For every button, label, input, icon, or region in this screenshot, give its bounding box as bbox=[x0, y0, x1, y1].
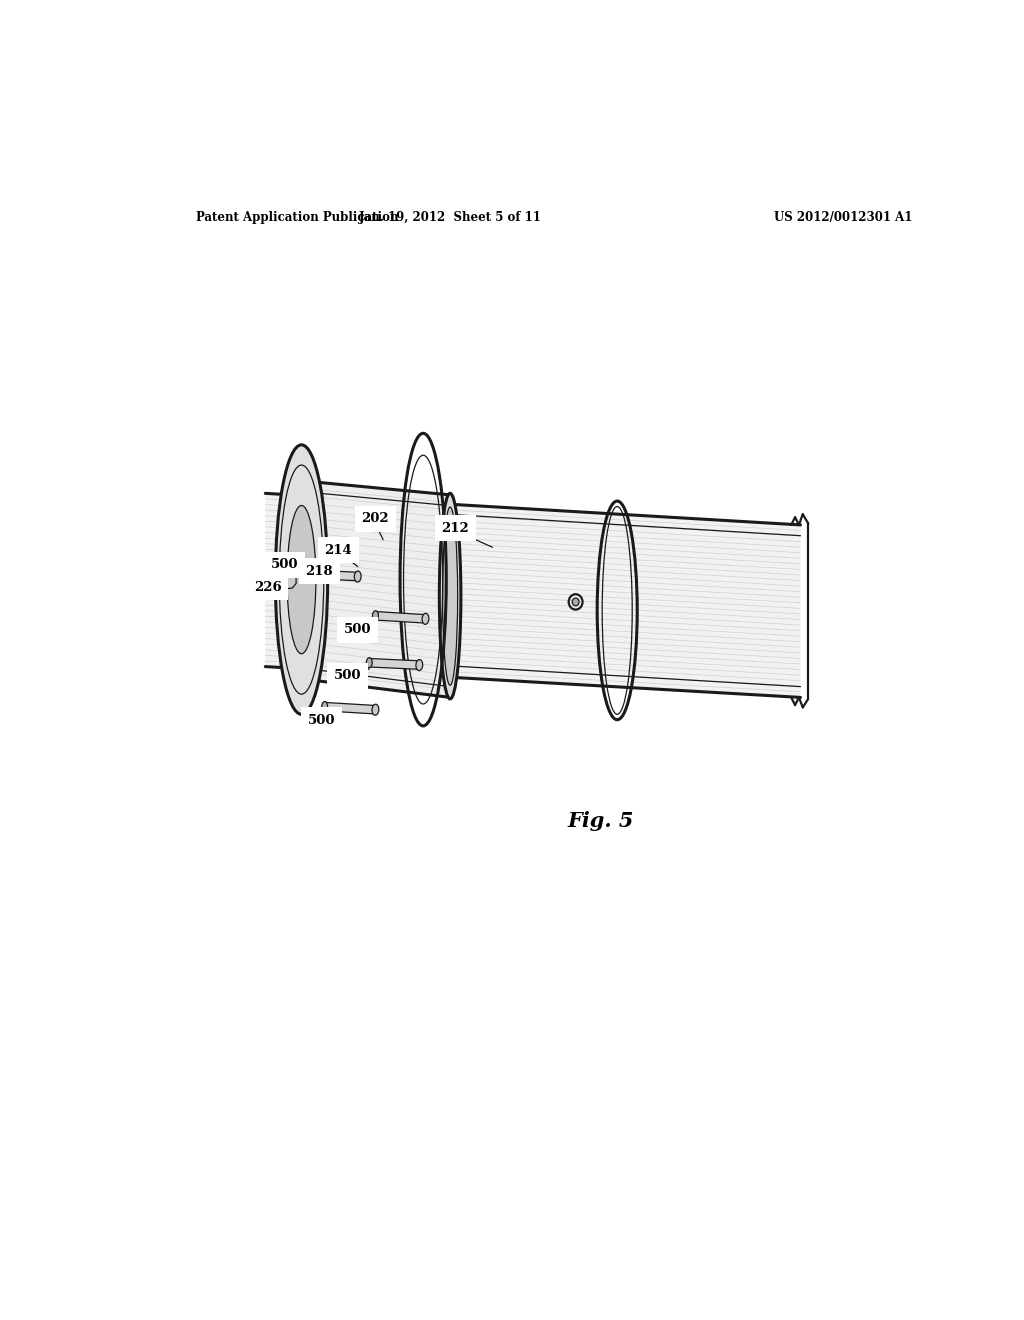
Text: 218: 218 bbox=[305, 565, 333, 578]
Text: 212: 212 bbox=[441, 521, 469, 535]
Ellipse shape bbox=[306, 569, 312, 579]
Polygon shape bbox=[325, 702, 376, 714]
Text: 500: 500 bbox=[308, 714, 335, 727]
Ellipse shape bbox=[373, 611, 379, 620]
Text: 500: 500 bbox=[270, 558, 298, 572]
Ellipse shape bbox=[422, 614, 429, 624]
Ellipse shape bbox=[354, 572, 361, 582]
Text: 500: 500 bbox=[344, 623, 372, 636]
Text: 500: 500 bbox=[334, 669, 361, 682]
Ellipse shape bbox=[287, 506, 315, 653]
Ellipse shape bbox=[572, 598, 580, 606]
Ellipse shape bbox=[275, 445, 328, 714]
Ellipse shape bbox=[367, 657, 373, 668]
Ellipse shape bbox=[322, 701, 328, 711]
Polygon shape bbox=[369, 659, 420, 669]
Ellipse shape bbox=[372, 705, 379, 715]
Polygon shape bbox=[265, 494, 801, 697]
Ellipse shape bbox=[442, 507, 458, 685]
Ellipse shape bbox=[416, 660, 423, 671]
Text: US 2012/0012301 A1: US 2012/0012301 A1 bbox=[773, 211, 912, 224]
Text: Fig. 5: Fig. 5 bbox=[567, 810, 634, 830]
Ellipse shape bbox=[439, 494, 461, 700]
Polygon shape bbox=[296, 480, 451, 697]
Text: Patent Application Publication: Patent Application Publication bbox=[196, 211, 398, 224]
Text: 226: 226 bbox=[254, 581, 282, 594]
Polygon shape bbox=[309, 570, 358, 581]
Polygon shape bbox=[375, 611, 426, 623]
Polygon shape bbox=[273, 572, 296, 590]
Text: 214: 214 bbox=[325, 544, 352, 557]
Text: 202: 202 bbox=[361, 512, 389, 525]
Text: Jan. 19, 2012  Sheet 5 of 11: Jan. 19, 2012 Sheet 5 of 11 bbox=[358, 211, 542, 224]
